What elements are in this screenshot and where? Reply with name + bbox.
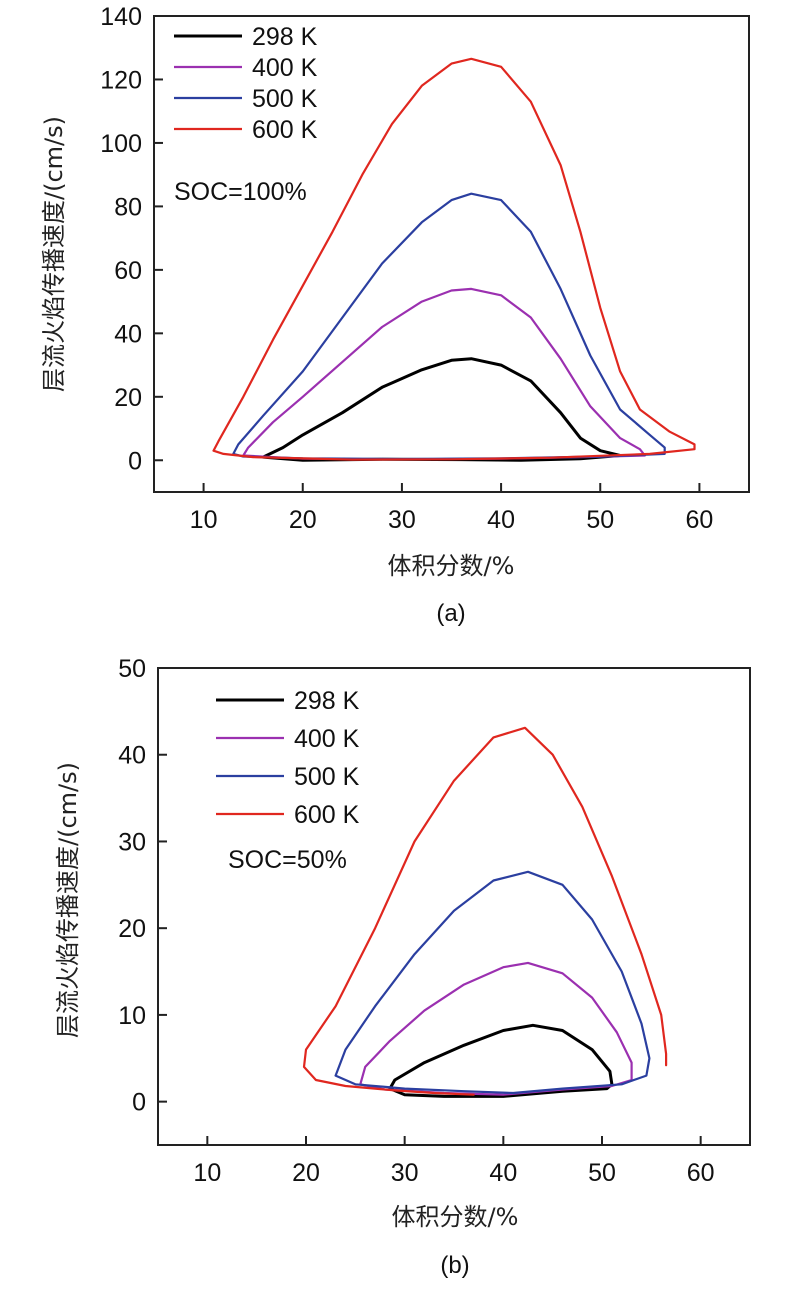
y-tick-label: 20 xyxy=(118,915,146,943)
chart-panel-a: 10 20 30 40 50 60 0 20 40 60 80 100 120 140 298 K 400… xyxy=(40,3,750,627)
legend-label: 298 K xyxy=(294,687,360,715)
legend: 298 K 400 K 500 K 600 K xyxy=(216,687,360,829)
annotation: SOC=50% xyxy=(228,846,347,874)
series-group xyxy=(212,57,696,462)
series-group xyxy=(302,726,668,1098)
panel-caption: (a) xyxy=(436,600,465,627)
legend-label: 600 K xyxy=(294,801,360,829)
x-tick-label: 40 xyxy=(489,1159,517,1187)
y-tick-label: 40 xyxy=(118,742,146,770)
y-tick-label: 10 xyxy=(118,1002,146,1030)
x-axis-label: 体积分数/% xyxy=(392,1203,519,1231)
annotation: SOC=100% xyxy=(174,178,307,206)
plot-frame xyxy=(153,15,750,493)
legend-label: 400 K xyxy=(252,54,318,82)
y-tick-label: 80 xyxy=(114,193,142,221)
x-tick-label: 20 xyxy=(292,1159,320,1187)
x-tick-label: 20 xyxy=(289,506,317,534)
series-line-600k xyxy=(212,57,696,461)
y-tick-label: 40 xyxy=(114,320,142,348)
x-tick-label: 40 xyxy=(487,506,515,534)
series-line-400k xyxy=(359,961,633,1096)
y-tick-label: 60 xyxy=(114,257,142,285)
legend-label: 500 K xyxy=(252,85,318,113)
y-tick-label: 30 xyxy=(118,828,146,856)
y-axis-label: 层流火焰传播速度/(cm/s) xyxy=(54,762,82,1038)
y-tick-label: 50 xyxy=(118,655,146,683)
x-axis-label: 体积分数/% xyxy=(388,552,515,580)
x-tick-label: 50 xyxy=(588,1159,616,1187)
y-tick-label: 0 xyxy=(132,1089,146,1117)
legend-label: 298 K xyxy=(252,23,318,51)
series-line-600k xyxy=(302,726,668,1096)
x-tick-label: 10 xyxy=(193,1159,221,1187)
legend-label: 500 K xyxy=(294,763,360,791)
y-axis-label: 层流火焰传播速度/(cm/s) xyxy=(40,116,68,392)
series-line-500k xyxy=(334,870,651,1095)
y-tick-label: 120 xyxy=(100,66,142,94)
x-tick-label: 30 xyxy=(388,506,416,534)
x-tick-label: 50 xyxy=(586,506,614,534)
x-tick-label: 30 xyxy=(391,1159,419,1187)
x-tick-label: 10 xyxy=(190,506,218,534)
x-tick-label: 60 xyxy=(687,1159,715,1187)
series-line-298k xyxy=(261,357,622,462)
series-line-298k xyxy=(388,1023,614,1098)
y-tick-label: 100 xyxy=(100,130,142,158)
legend-label: 400 K xyxy=(294,725,360,753)
series-line-500k xyxy=(232,192,666,461)
legend: 298 K 400 K 500 K 600 K xyxy=(174,23,318,144)
legend-label: 600 K xyxy=(252,116,318,144)
y-tick-label: 20 xyxy=(114,384,142,412)
plot-frame xyxy=(157,667,751,1146)
panel-caption: (b) xyxy=(440,1252,469,1279)
y-tick-label: 140 xyxy=(100,3,142,31)
chart-panel-b: 10 20 30 40 50 60 0 10 20 30 40 50 298 K 400 K 500 K… xyxy=(54,655,751,1279)
y-tick-label: 0 xyxy=(128,447,142,475)
x-tick-label: 60 xyxy=(686,506,714,534)
